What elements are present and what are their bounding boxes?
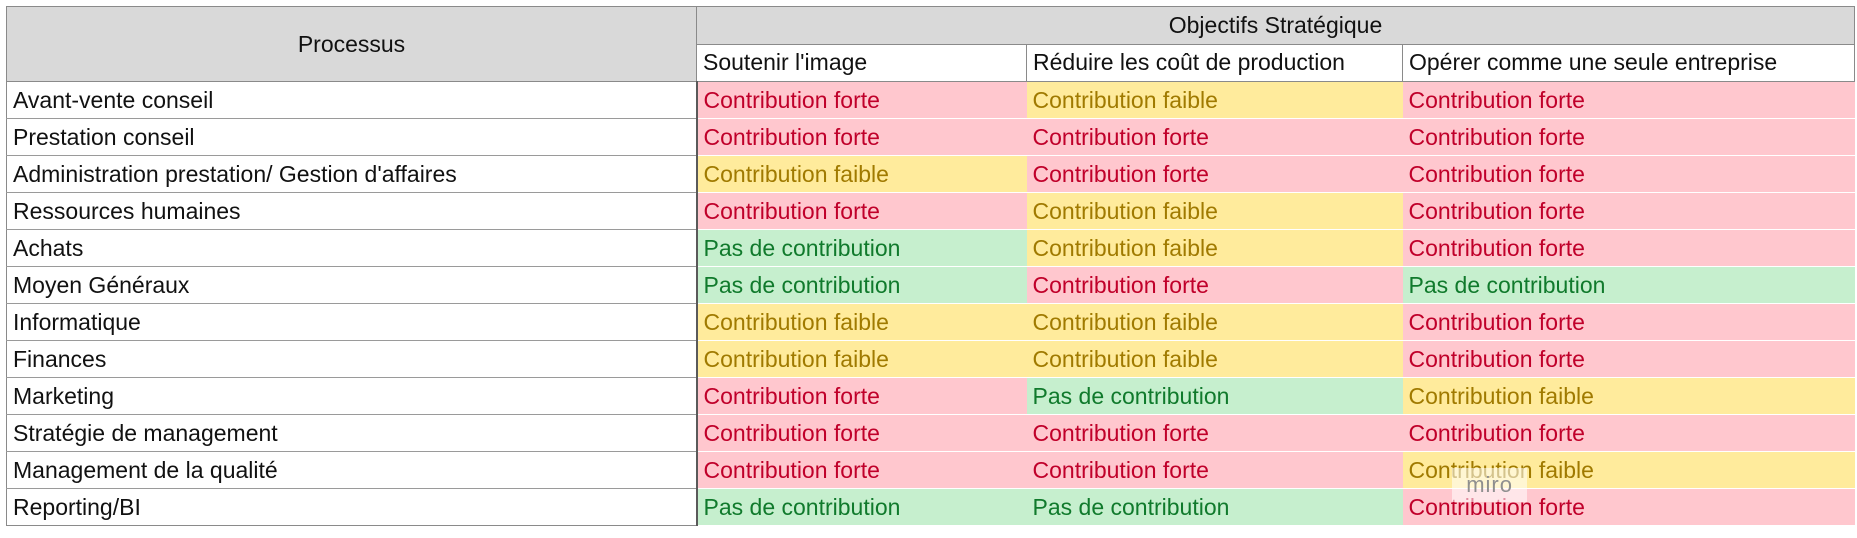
contribution-cell-cost: Contribution forte [1026, 155, 1403, 193]
table-row: Marketing Contribution forte Pas de contri… [6, 377, 1855, 415]
contribution-cell-cost: Contribution forte [1026, 118, 1403, 156]
table-row: Avant-vente conseil Contribution forte Con… [6, 81, 1855, 119]
contribution-cell-image: Contribution forte [696, 451, 1027, 489]
contribution-cell-image: Pas de contribution [696, 488, 1027, 526]
strategy-matrix-table: Processus Objectifs Stratégique Soutenir… [6, 6, 1856, 526]
table-row: Achats Pas de contribution Contribution fa… [6, 229, 1855, 267]
contribution-cell-single-company: Contribution forte [1402, 340, 1855, 378]
objective-header-single-company: Opérer comme une seule entreprise [1401, 43, 1856, 82]
contribution-cell-cost: Contribution faible [1026, 229, 1403, 267]
process-name-cell: Management de la qualité [6, 451, 698, 489]
table-row: Reporting/BI Pas de contribution Pas de co… [6, 488, 1855, 526]
contribution-cell-cost: Contribution forte [1026, 414, 1403, 452]
process-name-cell: Marketing [6, 377, 698, 415]
process-name-cell: Avant-vente conseil [6, 81, 698, 119]
contribution-cell-image: Contribution forte [696, 81, 1027, 119]
process-name-cell: Informatique [6, 303, 698, 341]
table-row: Stratégie de management Contribution fort… [6, 414, 1855, 452]
table-row: Informatique Contribution faible Contribut… [6, 303, 1855, 341]
contribution-cell-single-company: Pas de contribution [1402, 266, 1855, 304]
objective-header-cost: Réduire les coût de production [1026, 43, 1403, 82]
process-name-cell: Moyen Généraux [6, 266, 698, 304]
contribution-cell-image: Contribution forte [696, 377, 1027, 415]
objective-header-image: Soutenir l'image [696, 43, 1027, 82]
contribution-cell-single-company: Contribution forte [1402, 229, 1855, 267]
table-row: Prestation conseil Contribution forte Cont… [6, 118, 1855, 156]
contribution-cell-cost: Contribution forte [1026, 266, 1403, 304]
header-row-top: Processus Objectifs Stratégique [6, 6, 1856, 82]
table-row: Ressources humaines Contribution forte Con… [6, 192, 1855, 230]
process-name-cell: Ressources humaines [6, 192, 698, 230]
contribution-cell-cost: Contribution faible [1026, 303, 1403, 341]
objectives-group-header: Objectifs Stratégique [695, 6, 1856, 45]
miro-watermark: miro [1452, 468, 1527, 502]
contribution-cell-single-company: Contribution forte [1402, 488, 1855, 526]
contribution-cell-single-company: Contribution forte [1402, 192, 1855, 230]
contribution-cell-cost: Pas de contribution [1026, 488, 1403, 526]
contribution-cell-cost: Pas de contribution [1026, 377, 1403, 415]
contribution-cell-single-company: Contribution faible [1402, 377, 1855, 415]
contribution-cell-image: Contribution forte [696, 192, 1027, 230]
process-name-cell: Reporting/BI [6, 488, 698, 526]
contribution-cell-cost: Contribution forte [1026, 451, 1403, 489]
process-name-cell: Finances [6, 340, 698, 378]
contribution-cell-image: Contribution faible [696, 155, 1027, 193]
table-row: Moyen Généraux Pas de contribution Contrib… [6, 266, 1855, 304]
contribution-cell-image: Contribution faible [696, 340, 1027, 378]
contribution-cell-cost: Contribution faible [1026, 192, 1403, 230]
table-row: Management de la qualité Contribution for… [6, 451, 1855, 489]
table-row: Finances Contribution faible Contribution … [6, 340, 1855, 378]
table-row: Administration prestation/ Gestion d'aff… [6, 155, 1855, 193]
contribution-cell-image: Contribution faible [696, 303, 1027, 341]
contribution-cell-single-company: Contribution forte [1402, 155, 1855, 193]
contribution-cell-single-company: Contribution forte [1402, 414, 1855, 452]
contribution-cell-cost: Contribution faible [1026, 81, 1403, 119]
contribution-cell-image: Pas de contribution [696, 229, 1027, 267]
contribution-cell-image: Contribution forte [696, 414, 1027, 452]
process-name-cell: Achats [6, 229, 698, 267]
contribution-cell-image: Pas de contribution [696, 266, 1027, 304]
process-name-cell: Administration prestation/ Gestion d'aff… [6, 155, 698, 193]
matrix-body: Avant-vente conseil Contribution forte Con… [6, 81, 1855, 526]
header-row-objectives: Soutenir l'image Réduire les coût de pro… [7, 43, 1856, 82]
contribution-cell-single-company: Contribution forte [1402, 81, 1855, 119]
contribution-cell-image: Contribution forte [696, 118, 1027, 156]
process-column-header: Processus [6, 6, 697, 82]
contribution-cell-single-company: Contribution forte [1402, 303, 1855, 341]
process-name-cell: Stratégie de management [6, 414, 698, 452]
contribution-cell-single-company: Contribution forte [1402, 118, 1855, 156]
contribution-cell-cost: Contribution faible [1026, 340, 1403, 378]
process-name-cell: Prestation conseil [6, 118, 698, 156]
